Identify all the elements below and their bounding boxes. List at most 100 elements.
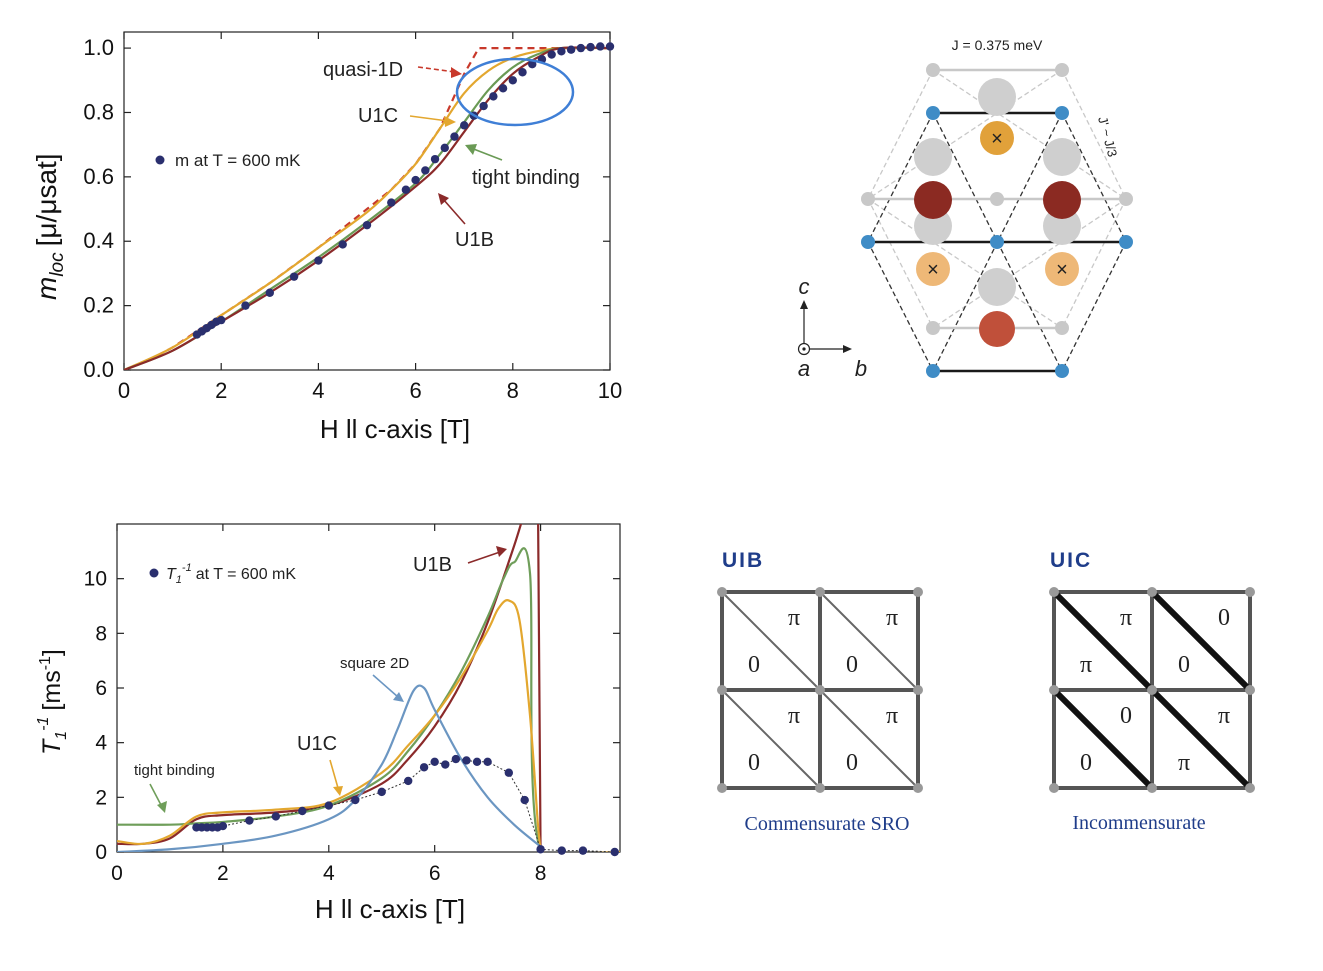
data-point	[314, 256, 323, 265]
data-point	[404, 776, 413, 786]
cross-icon: ×	[927, 259, 939, 281]
data-point	[450, 132, 459, 141]
annotation2-square-2d: square 2D	[340, 655, 409, 672]
grid-node	[815, 587, 825, 597]
grid-node	[1245, 685, 1255, 695]
plot1-series	[124, 46, 610, 370]
y-tick-label: 0.4	[83, 228, 114, 253]
data-point	[520, 795, 529, 805]
plot2-legend-marker	[149, 568, 159, 578]
series-line-u1b	[117, 524, 620, 852]
square-2d-arrow	[372, 674, 399, 698]
uic-box-diagram: UIC π π 0 0 0 0 π π Incommensurate	[1049, 549, 1255, 834]
data-point	[421, 166, 430, 175]
data-point	[401, 185, 411, 194]
data-point	[610, 847, 619, 857]
data-point	[479, 101, 488, 111]
uic-grid: π π 0 0 0 0 π π	[1049, 587, 1255, 793]
data-point	[411, 175, 420, 185]
uic-title: UIC	[1050, 549, 1092, 572]
u1b2-arrow	[467, 551, 501, 564]
lattice-diagram: J = 0.375 meV J' ~ J/3	[798, 37, 1133, 381]
phase-label: 0	[748, 652, 760, 678]
y-tick-label: 1.0	[83, 35, 114, 60]
grid-diagonal	[819, 689, 919, 789]
tight-binding-arrow	[470, 147, 503, 161]
data-point	[557, 846, 566, 855]
annotation2-tight-binding: tight binding	[134, 762, 215, 779]
x-tick-label: 8	[535, 862, 547, 885]
phase-label: π	[886, 605, 898, 631]
data-point	[430, 757, 439, 766]
cross-icon: ×	[991, 128, 1003, 150]
axis-a-label: a	[798, 356, 810, 381]
grid-diagonal	[1149, 589, 1253, 693]
grid-diagonal	[1051, 589, 1155, 693]
tight-binding2-arrowhead	[157, 801, 167, 813]
data-point	[518, 68, 527, 77]
plot1-xlabel: H ll c-axis [T]	[320, 414, 470, 444]
plot2-points	[192, 754, 619, 857]
data-point	[462, 756, 471, 765]
quasi-1d-arrowhead	[451, 67, 462, 78]
phase-label: π	[788, 605, 800, 631]
data-point	[566, 45, 576, 54]
y-tick-label: 2	[95, 786, 107, 809]
grid-node	[913, 587, 923, 597]
phase-label: π	[1178, 750, 1190, 776]
y-tick-label: 0	[95, 841, 107, 864]
u1c2-arrowhead	[333, 786, 343, 796]
data-point	[460, 121, 469, 130]
data-point	[489, 92, 498, 101]
y-tick-label: 6	[95, 677, 107, 700]
data-point	[576, 43, 586, 53]
series-line-tight-binding	[117, 547, 620, 852]
phase-label: π	[788, 703, 800, 729]
data-point	[596, 42, 605, 51]
data-point	[324, 801, 333, 810]
data-point	[377, 787, 386, 797]
data-point	[440, 143, 449, 153]
annotation2-u1c: U1C	[297, 733, 337, 755]
data-point	[387, 198, 396, 207]
axis-c-label: c	[799, 274, 810, 299]
x-tick-label: 10	[598, 378, 622, 403]
grid-node	[1147, 587, 1157, 597]
grid-node	[1049, 685, 1059, 695]
tight-binding2-arrow	[149, 783, 162, 806]
annotation-quasi-1d: quasi-1D	[323, 59, 403, 81]
site-lightorange-left	[916, 252, 950, 286]
phase-label: π	[1080, 652, 1092, 678]
grid-node	[815, 685, 825, 695]
lattice-top-label: J = 0.375 meV	[952, 37, 1043, 53]
data-point	[271, 812, 281, 821]
u1c-arrow	[409, 115, 449, 122]
annotation-tight-binding: tight binding	[472, 167, 580, 189]
saturation-ellipse	[455, 57, 575, 127]
series-line-u1c	[117, 599, 620, 852]
plot2-series	[117, 524, 620, 852]
uib-caption: Commensurate SRO	[745, 813, 910, 835]
plot1-frame	[123, 31, 611, 371]
phase-label: 0	[1080, 750, 1092, 776]
annotation-u1b: U1B	[455, 229, 494, 251]
series-line-quasi-1d	[124, 46, 610, 370]
grid-node	[1245, 783, 1255, 793]
x-tick-label: 2	[217, 862, 229, 885]
grid-diagonal	[1051, 687, 1155, 791]
phase-label: 0	[846, 750, 858, 776]
cross-icon: ×	[1056, 259, 1068, 281]
x-tick-label: 4	[312, 378, 324, 403]
grid-node	[1049, 783, 1059, 793]
u1b2-arrowhead	[496, 546, 507, 557]
y-tick-label: 0.8	[83, 99, 114, 124]
data-point	[245, 816, 254, 825]
plot2-xlabel: H ll c-axis [T]	[315, 894, 465, 924]
site-orange-cross-top	[980, 121, 1014, 155]
data-point	[605, 42, 615, 51]
grid-diagonal	[721, 689, 821, 789]
axis-b-label: b	[855, 356, 867, 381]
data-point	[547, 50, 556, 59]
data-point	[472, 757, 482, 766]
